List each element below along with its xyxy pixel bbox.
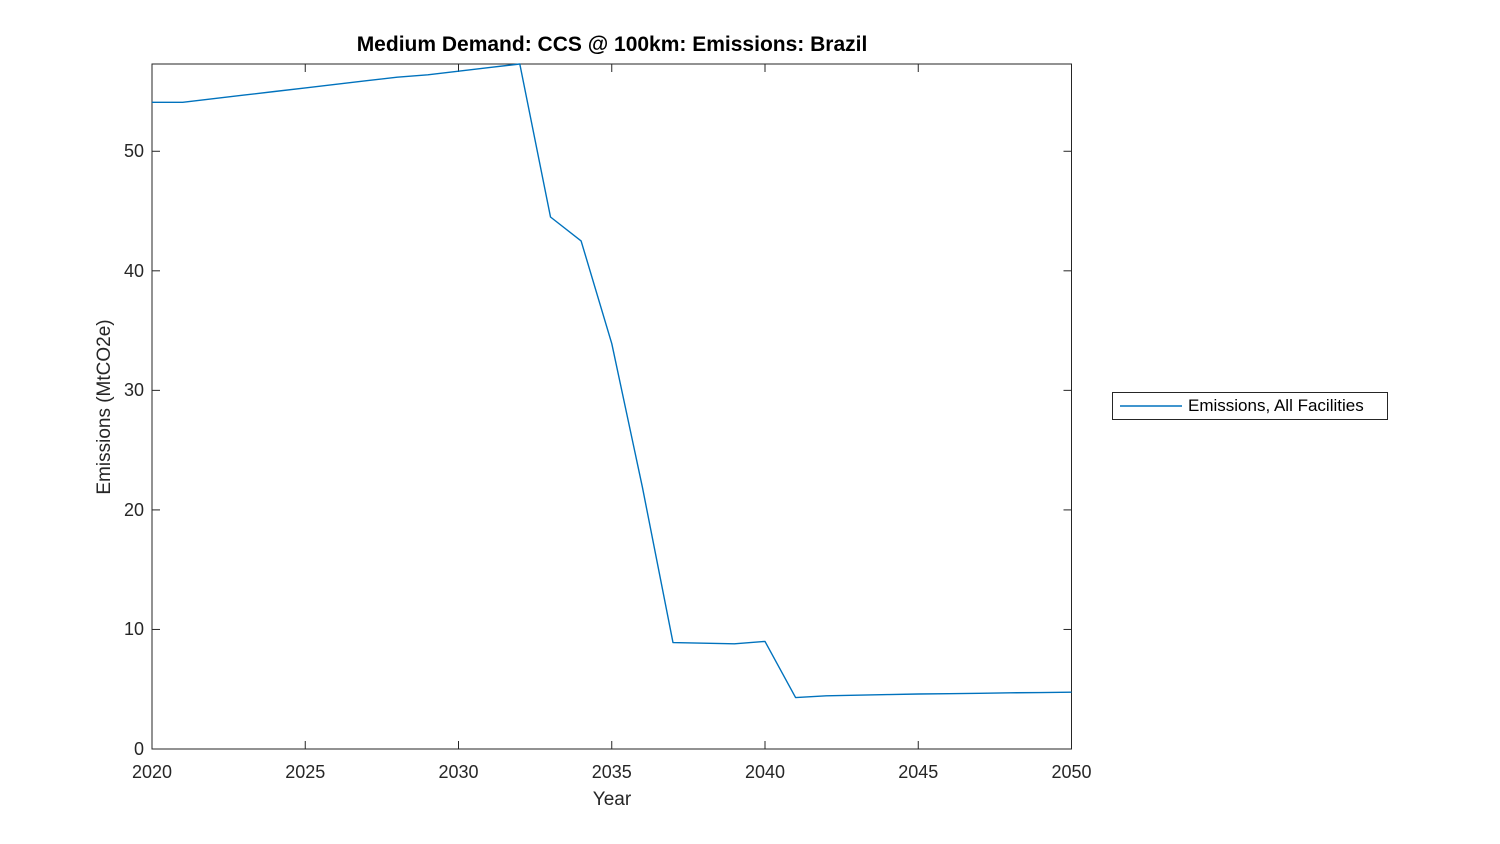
x-tick-label: 2020: [131, 762, 173, 782]
legend-box: Emissions, All Facilities: [1112, 392, 1388, 420]
chart-title: Medium Demand: CCS @ 100km: Emissions: B…: [356, 33, 868, 56]
y-tick-label: 10: [123, 619, 144, 640]
y-tick-label: 0: [133, 739, 144, 759]
x-tick-label: 2040: [744, 762, 786, 782]
y-tick-label: 20: [123, 499, 144, 520]
x-tick-label: 2035: [591, 762, 632, 782]
y-tick-label: 30: [123, 380, 144, 401]
x-tick-label: 2025: [285, 762, 326, 782]
emissions-line: [152, 63, 1072, 699]
x-tick-label: 2045: [898, 762, 939, 782]
y-tick-label: 50: [123, 141, 144, 162]
legend-line-sample-icon: [1120, 405, 1182, 407]
x-axis-label: Year: [592, 789, 632, 810]
x-tick-label: 2030: [438, 762, 479, 782]
y-tick-label: 40: [123, 260, 144, 281]
x-tick-label: 2050: [1051, 762, 1092, 782]
legend-label: Emissions, All Facilities: [1188, 396, 1364, 415]
axes-box: [151, 63, 1072, 750]
